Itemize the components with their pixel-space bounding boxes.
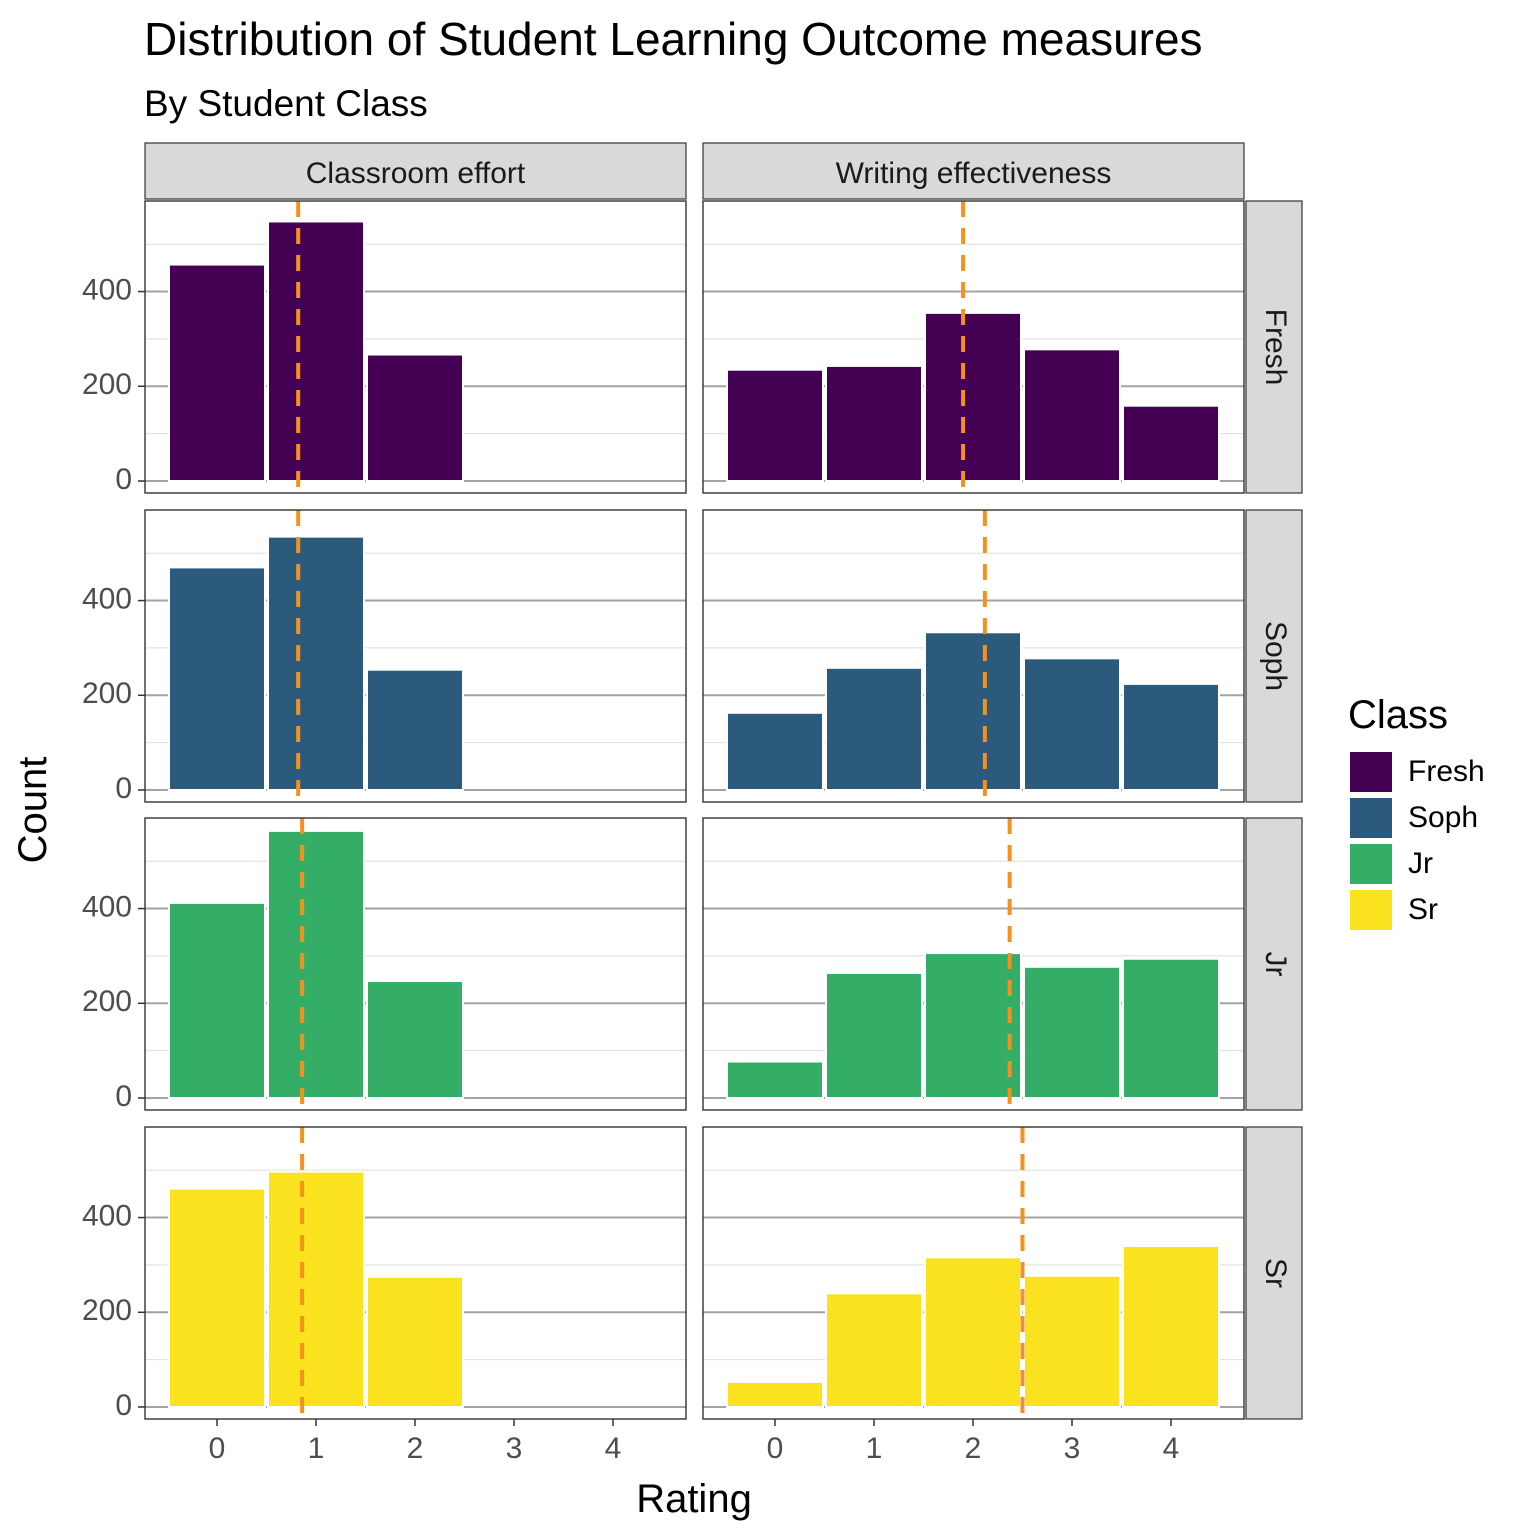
legend-label: Jr xyxy=(1408,847,1433,880)
x-tick-label: 4 xyxy=(1163,1432,1180,1465)
histogram-bar xyxy=(267,535,365,792)
legend-key xyxy=(1350,844,1392,884)
facet-panel xyxy=(144,817,687,1111)
y-tick-label: 200 xyxy=(82,677,132,710)
histogram-bar xyxy=(168,263,266,482)
y-tick-label: 0 xyxy=(115,772,132,805)
histogram-bar xyxy=(168,1187,266,1409)
chart-subtitle: By Student Class xyxy=(144,83,428,124)
facet-strip-row xyxy=(1245,1126,1303,1420)
x-tick-label: 1 xyxy=(866,1432,883,1465)
facet-panel xyxy=(144,200,687,494)
legend-key xyxy=(1350,890,1392,930)
histogram-bar xyxy=(366,980,464,1100)
legend-key xyxy=(1350,798,1392,838)
facet-panel xyxy=(144,1126,687,1420)
histogram-bar xyxy=(1023,1274,1121,1408)
histogram-bar xyxy=(1023,348,1121,482)
x-axis-title: Rating xyxy=(636,1477,752,1521)
facet-panel xyxy=(702,200,1245,494)
histogram-bar xyxy=(924,952,1022,1100)
histogram-bar xyxy=(1122,1244,1220,1408)
histogram-bar xyxy=(267,220,365,482)
legend-label: Sr xyxy=(1408,893,1438,926)
x-tick-label: 3 xyxy=(1064,1432,1081,1465)
histogram-bar xyxy=(924,631,1022,791)
histogram-bar xyxy=(726,1060,824,1100)
histogram-bar xyxy=(267,1170,365,1409)
histogram-bar xyxy=(168,901,266,1099)
y-tick-label: 0 xyxy=(115,1080,132,1113)
legend-label: Fresh xyxy=(1408,755,1485,788)
histogram-bar xyxy=(366,1275,464,1409)
facet-panels: Classroom effort Writing effectiveness Fre… xyxy=(82,142,1303,1465)
x-tick-label: 2 xyxy=(407,1432,424,1465)
histogram-bar xyxy=(726,1380,824,1408)
x-tick-label: 4 xyxy=(605,1432,622,1465)
histogram-bar xyxy=(825,1292,923,1409)
histogram-bar xyxy=(924,311,1022,483)
panel-border xyxy=(702,509,1245,803)
facet-strip-column-label: Writing effectiveness xyxy=(836,157,1112,190)
y-tick-label: 400 xyxy=(82,273,132,306)
panel-border xyxy=(144,817,687,1111)
histogram-bar xyxy=(168,566,266,792)
facet-strip-row-label: Fresh xyxy=(1259,309,1292,386)
facet-strip-row xyxy=(1245,817,1303,1111)
y-tick-label: 400 xyxy=(82,1199,132,1232)
facet-strip-row xyxy=(1245,200,1303,494)
histogram-bar xyxy=(726,711,824,792)
facet-panel xyxy=(702,817,1245,1111)
y-tick-label: 0 xyxy=(115,463,132,496)
histogram-bar xyxy=(924,1256,1022,1408)
y-tick-label: 200 xyxy=(82,368,132,401)
histogram-bar xyxy=(267,829,365,1099)
facet-strip-column xyxy=(144,142,687,200)
y-tick-label: 400 xyxy=(82,890,132,923)
legend: Class Fresh Soph Jr Sr xyxy=(1348,693,1485,930)
histogram-bar xyxy=(825,971,923,1100)
histogram-bar xyxy=(1122,957,1220,1099)
facet-strip-row-label: Sr xyxy=(1259,1258,1292,1288)
chart-title: Distribution of Student Learning Outcome… xyxy=(144,13,1203,65)
histogram-bar xyxy=(825,666,923,792)
histogram-bar xyxy=(366,668,464,792)
y-tick-label: 200 xyxy=(82,1294,132,1327)
facet-strip-row-label: Jr xyxy=(1259,952,1292,977)
panel-border xyxy=(144,509,687,803)
facet-strip-column-label: Classroom effort xyxy=(306,157,526,190)
y-tick-label: 0 xyxy=(115,1389,132,1422)
histogram-bar xyxy=(1122,404,1220,482)
histogram-bar xyxy=(825,364,923,482)
histogram-bar xyxy=(726,368,824,483)
y-tick-label: 200 xyxy=(82,985,132,1018)
panel-border xyxy=(144,200,687,494)
histogram-bar xyxy=(1122,682,1220,791)
facet-strip-row xyxy=(1245,509,1303,803)
legend-title: Class xyxy=(1348,693,1448,737)
legend-label: Soph xyxy=(1408,801,1478,834)
legend-key xyxy=(1350,752,1392,792)
histogram-bar xyxy=(366,353,464,482)
panel-border xyxy=(702,817,1245,1111)
x-tick-label: 0 xyxy=(209,1432,226,1465)
y-tick-label: 400 xyxy=(82,582,132,615)
histogram-bar xyxy=(1023,657,1121,791)
facet-panel xyxy=(144,509,687,803)
facet-strip-column xyxy=(702,142,1245,200)
x-tick-label: 0 xyxy=(767,1432,784,1465)
facet-panel xyxy=(702,1126,1245,1420)
histogram-bar xyxy=(1023,965,1121,1099)
panel-border xyxy=(702,200,1245,494)
x-tick-label: 2 xyxy=(965,1432,982,1465)
x-tick-label: 1 xyxy=(308,1432,325,1465)
y-axis-title: Count xyxy=(11,757,55,864)
facet-strip-row-label: Soph xyxy=(1259,621,1292,691)
x-tick-label: 3 xyxy=(506,1432,523,1465)
facet-panel xyxy=(702,509,1245,803)
